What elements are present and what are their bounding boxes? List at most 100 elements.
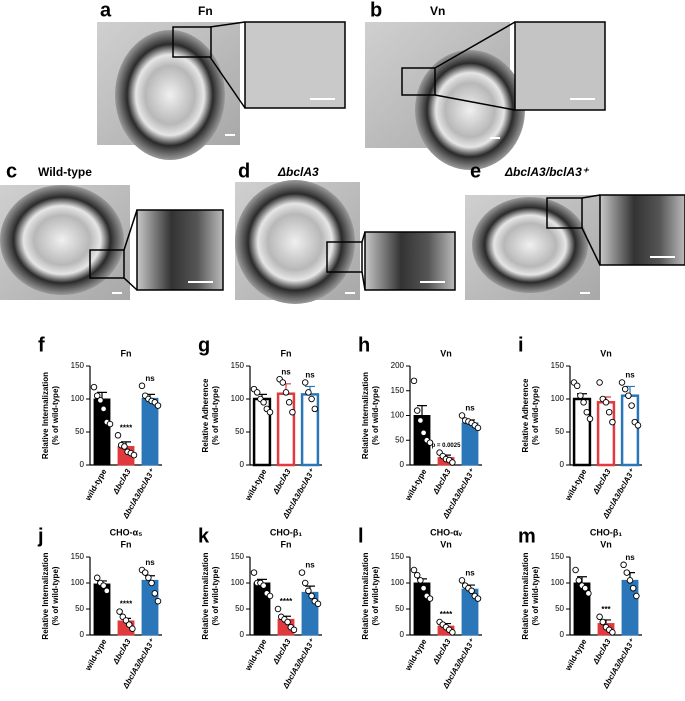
data-point <box>629 584 637 592</box>
spore <box>472 197 588 293</box>
y-axis-label: (% of wild-type) <box>531 386 540 445</box>
significance-label: p = 0.0025 <box>432 443 462 449</box>
y-tick-label: 0 <box>240 630 245 639</box>
data-point <box>573 382 581 390</box>
data-point <box>93 392 101 399</box>
data-point <box>583 408 591 416</box>
data-point <box>458 412 466 419</box>
data-point <box>596 379 603 386</box>
y-axis-label: Relative Adherence <box>521 378 530 453</box>
significance-label: ns <box>145 374 155 383</box>
x-tick-label: wild-type <box>563 467 589 503</box>
data-point <box>301 379 309 386</box>
inset-box <box>326 241 363 273</box>
chart-title: CHO-α₅ <box>110 527 143 537</box>
y-axis-label: Relative Internalization <box>521 552 530 639</box>
y-tick-label: 0 <box>400 630 405 639</box>
data-point <box>474 424 482 432</box>
data-point <box>413 407 421 414</box>
y-tick-label: 100 <box>391 578 405 587</box>
y-tick-label: 50 <box>395 435 404 444</box>
x-tick-label: wild-type <box>563 637 589 673</box>
data-point <box>449 629 456 636</box>
y-tick-label: 100 <box>391 411 405 420</box>
inset-box <box>401 67 436 96</box>
chart-title: CHO-αᵥ <box>430 527 463 537</box>
scale-bar <box>420 281 445 283</box>
data-point <box>609 418 616 426</box>
data-point <box>138 382 146 390</box>
data-point <box>410 377 418 385</box>
data-point <box>602 399 610 406</box>
connector <box>209 21 246 28</box>
y-tick-label: 50 <box>395 604 404 613</box>
data-point <box>572 566 579 574</box>
panel-letter: m <box>518 525 536 547</box>
significance-label: ns <box>145 558 155 567</box>
data-point <box>122 617 130 624</box>
y-axis-label: Relative Adherence <box>201 378 210 453</box>
data-point <box>426 439 434 446</box>
data-point <box>130 451 138 459</box>
data-point <box>305 587 312 595</box>
y-tick-label: 100 <box>551 394 565 403</box>
data-point <box>148 579 155 587</box>
inset-box <box>172 26 212 58</box>
panel-letter: e <box>470 160 481 182</box>
data-point <box>93 574 101 582</box>
data-point <box>266 592 274 600</box>
y-tick-label: 100 <box>231 578 245 587</box>
data-point <box>250 569 258 576</box>
y-tick-label: 0 <box>80 460 85 469</box>
y-tick-label: 100 <box>71 578 85 587</box>
data-point <box>417 417 424 424</box>
data-point <box>628 402 635 409</box>
y-tick-label: 50 <box>555 427 564 436</box>
data-point <box>468 587 475 595</box>
data-point <box>298 569 306 576</box>
spore <box>415 50 525 170</box>
data-point <box>413 571 421 579</box>
data-point <box>114 432 122 439</box>
data-point <box>151 590 159 597</box>
significance-label: **** <box>120 600 133 609</box>
spore <box>0 185 124 295</box>
y-tick-label: 100 <box>71 394 85 403</box>
chart-title: Fn <box>121 539 132 549</box>
inset-box <box>89 249 125 279</box>
scale-bar <box>345 292 355 294</box>
inset <box>244 21 346 109</box>
data-point <box>420 584 427 592</box>
data-point <box>575 577 583 584</box>
significance-label: **** <box>440 610 453 619</box>
connector <box>581 194 601 199</box>
spore <box>235 180 355 304</box>
data-point <box>314 600 322 608</box>
data-point <box>458 577 466 584</box>
chart-title: Fn <box>281 348 292 358</box>
data-point <box>289 408 296 416</box>
bar <box>141 579 159 636</box>
y-axis-label: (% of wild-type) <box>51 386 60 445</box>
chart-title: Fn <box>281 539 292 549</box>
data-point <box>121 443 128 450</box>
y-tick-label: 50 <box>555 604 564 613</box>
data-point <box>290 626 298 634</box>
x-tick-label: wild-type <box>83 467 109 503</box>
scale-bar <box>570 98 595 100</box>
micrographs <box>0 21 685 304</box>
panel-letter: i <box>518 334 524 356</box>
bar <box>141 397 159 466</box>
x-tick-label: wild-type <box>83 637 109 673</box>
data-point <box>266 408 274 416</box>
x-tick-label: ΔbclA3 <box>591 467 613 496</box>
panel-label: ΔbclA3 <box>277 165 319 179</box>
y-axis-label: Relative Internalization <box>41 372 50 459</box>
significance-label: ns <box>305 561 315 570</box>
chart-title: Vn <box>440 348 452 358</box>
data-point <box>580 399 587 406</box>
chart-title: Vn <box>600 348 612 358</box>
panel-letter: j <box>37 525 44 547</box>
data-point <box>100 582 107 589</box>
data-point <box>586 415 594 423</box>
